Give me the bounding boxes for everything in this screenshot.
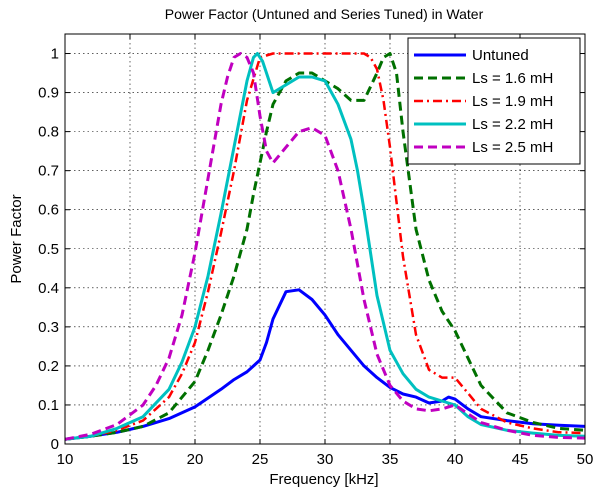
x-tick-label: 20 [187,451,204,468]
x-tick-label: 25 [252,451,269,468]
series-line-ls-2-2-mh [64,52,586,441]
series-line-ls-1-6-mh [64,52,586,441]
x-tick-label: 30 [317,451,334,468]
x-axis-label: Frequency [kHz] [269,471,378,488]
y-tick-label: 0.2 [38,358,59,375]
legend-label: Ls = 1.9 mH [472,93,553,110]
legend-label: Untuned [472,47,529,64]
x-tick-label: 15 [122,451,139,468]
legend: Untuned Ls = 1.6 mH Ls = 1.9 mH Ls = 2.2 mH… [407,37,581,165]
tick-layer [64,34,586,445]
legend-entries: Untuned Ls = 1.6 mH Ls = 1.9 mH Ls = 2.2 mH… [414,47,553,156]
y-tick-label: 0.8 [38,124,59,141]
series-line-untuned [64,288,586,441]
y-tick-label: 0.1 [38,397,59,414]
y-axis-label: Power Factor [8,194,25,283]
y-tick-label: 0.4 [38,280,59,297]
series-layer [64,52,586,441]
x-tick-label: 35 [382,451,399,468]
legend-label: Ls = 1.6 mH [472,70,553,87]
legend-label: Ls = 2.2 mH [472,116,553,133]
x-tick-label: 40 [447,451,464,468]
x-tick-label: 10 [57,451,74,468]
series-line-ls-1-9-mh [64,52,586,441]
x-tick-label: 45 [512,451,529,468]
chart-title: Power Factor (Untuned and Series Tuned) … [165,6,484,22]
y-tick-label: 0.5 [38,241,59,258]
y-tick-label: 0.3 [38,319,59,336]
tick-labels: 10 15 20 25 30 35 40 45 50 0 0.1 0.2 0.3 0.4 0.5 0.6 0.7… [38,46,593,468]
y-tick-label: 0.7 [38,163,59,180]
y-tick-label: 0.9 [38,85,59,102]
x-tick-label: 50 [577,451,594,468]
y-tick-label: 0 [51,436,59,453]
y-tick-label: 1 [51,46,59,63]
series-line-ls-2-5-mh [64,52,586,441]
y-tick-label: 0.6 [38,202,59,219]
legend-label: Ls = 2.5 mH [472,139,553,156]
